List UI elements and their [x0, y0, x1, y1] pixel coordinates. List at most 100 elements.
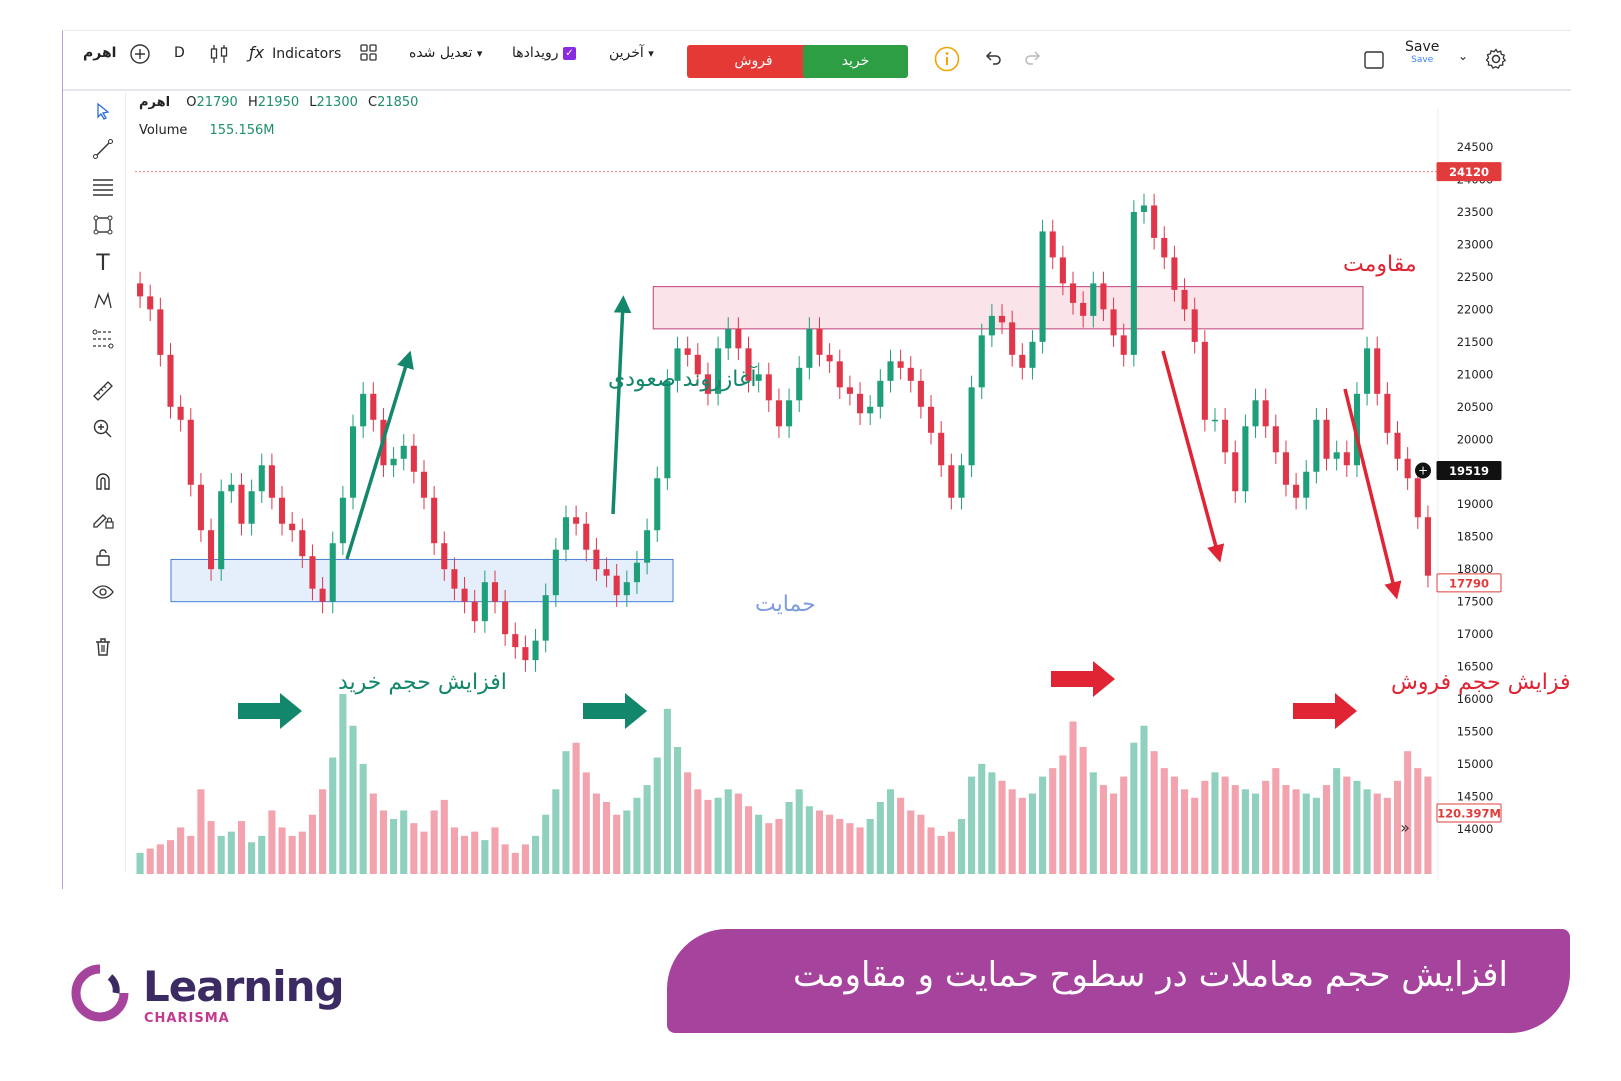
magnet-icon[interactable] [81, 467, 125, 495]
candle-body [644, 530, 651, 563]
candle-body [349, 426, 357, 498]
volume-bar [1414, 768, 1422, 874]
buy-volume-label: افزایش حجم خرید [338, 670, 507, 695]
volume-bar [542, 814, 550, 874]
symbol-selector[interactable]: اهرم [83, 45, 117, 61]
events-toggle[interactable]: رویدادها ✓ [512, 45, 576, 61]
text-tool-icon[interactable]: T [96, 250, 110, 276]
info-icon[interactable] [934, 46, 960, 76]
sell-button[interactable]: فروش [687, 45, 820, 78]
volume-bar [876, 802, 884, 874]
candle-body [1384, 393, 1391, 433]
buy-button[interactable]: خرید [803, 45, 908, 78]
candle-body [917, 380, 924, 407]
volume-bar [1140, 725, 1148, 874]
price-tick-label: 19000 [1457, 497, 1494, 511]
candle-body [1080, 302, 1087, 316]
volume-bar [187, 835, 195, 874]
candle-body [248, 491, 255, 524]
candle-body [1211, 419, 1219, 422]
gear-icon[interactable] [1484, 47, 1508, 75]
zoom-in-icon[interactable] [81, 415, 125, 443]
candle-body [796, 367, 803, 401]
volume-bar [288, 835, 296, 874]
volume-bar [1170, 776, 1178, 874]
candle-body [603, 569, 610, 576]
volume-bar [744, 806, 753, 874]
trash-icon[interactable] [81, 633, 125, 661]
adjusted-dropdown[interactable]: تعدیل شده ▾ [409, 45, 482, 61]
candle-body [339, 497, 346, 544]
price-type-dropdown[interactable]: آخرین ▾ [609, 45, 654, 61]
price-tick-label: 16000 [1457, 692, 1494, 706]
candle-body [147, 296, 154, 310]
low-price-badge-box [1436, 573, 1502, 593]
fullscreen-icon[interactable] [1363, 49, 1385, 75]
volume-bar [1251, 793, 1260, 874]
candle-body [1009, 322, 1016, 355]
candle-body [735, 328, 742, 349]
price-chart-svg[interactable]: 2450024000235002300022500220002150021000… [133, 89, 1571, 889]
candle-body [1242, 426, 1249, 492]
pencil-lock-icon[interactable] [81, 505, 125, 533]
candle-type-icon[interactable] [208, 43, 230, 69]
redo-icon[interactable] [1023, 48, 1043, 72]
logo-mark-icon [71, 964, 129, 1022]
volume-bar [755, 814, 763, 874]
candle-body [360, 393, 367, 427]
undo-icon[interactable] [983, 48, 1003, 72]
volume-bar [968, 776, 976, 874]
candle-body [1222, 419, 1229, 453]
volume-bar [866, 818, 874, 874]
cursor-icon[interactable] [81, 97, 125, 125]
pattern-icon[interactable] [81, 287, 125, 315]
legend-l-label: L [309, 95, 317, 110]
candle-body [948, 465, 955, 498]
candle-body [268, 465, 275, 498]
legend-l: 21300 [316, 95, 358, 110]
price-tick-label: 15500 [1457, 725, 1494, 739]
volume-bar [1181, 789, 1189, 874]
candle-body [1039, 231, 1046, 342]
checkbox-checked-icon[interactable]: ✓ [563, 46, 576, 60]
interval-selector[interactable]: D [174, 45, 185, 61]
volume-bar [613, 814, 621, 874]
rectangle-icon[interactable] [81, 211, 125, 239]
candle-body [623, 582, 630, 596]
trend-line-icon[interactable] [81, 135, 125, 163]
candle-body [1333, 452, 1340, 459]
candle-body [390, 458, 397, 466]
sell-volume-arrow-2 [1293, 693, 1357, 729]
chart-pane[interactable]: اهرم O21790 H21950 L21300 C21850 Volume … [133, 89, 1571, 889]
volume-bar [684, 772, 692, 874]
price-tick-label: 20000 [1457, 432, 1494, 446]
candle-body [593, 549, 600, 570]
candle-body [1130, 211, 1137, 355]
save-button[interactable]: Save Save [1405, 39, 1439, 65]
candle-body [167, 354, 174, 407]
volume-bar [430, 810, 438, 874]
candle-body [1151, 205, 1158, 238]
candle-body [938, 432, 945, 466]
candle-body [836, 361, 843, 388]
price-tick-label: 22000 [1457, 302, 1494, 316]
volume-bar [714, 797, 722, 874]
lock-icon[interactable] [81, 543, 125, 571]
volume-bar [1282, 785, 1290, 874]
price-tick-label: 14000 [1457, 822, 1494, 836]
eye-icon[interactable] [81, 579, 125, 607]
compare-add-icon[interactable] [129, 43, 151, 69]
volume-bar [886, 789, 895, 874]
volume-bar [1089, 772, 1097, 874]
ruler-icon[interactable] [81, 377, 125, 405]
candle-body [197, 484, 204, 531]
layout-grid-icon[interactable] [359, 43, 379, 67]
fibonacci-icon[interactable] [81, 325, 125, 353]
candle-body [1323, 419, 1330, 459]
volume-badge-box [1436, 803, 1502, 823]
chevron-down-icon[interactable]: ⌄ [1458, 49, 1469, 63]
horizontal-lines-icon[interactable] [81, 173, 125, 201]
candle-body [1059, 257, 1066, 284]
candle-body [1414, 478, 1421, 518]
indicators-button[interactable]: ƒx Indicators [249, 43, 341, 62]
